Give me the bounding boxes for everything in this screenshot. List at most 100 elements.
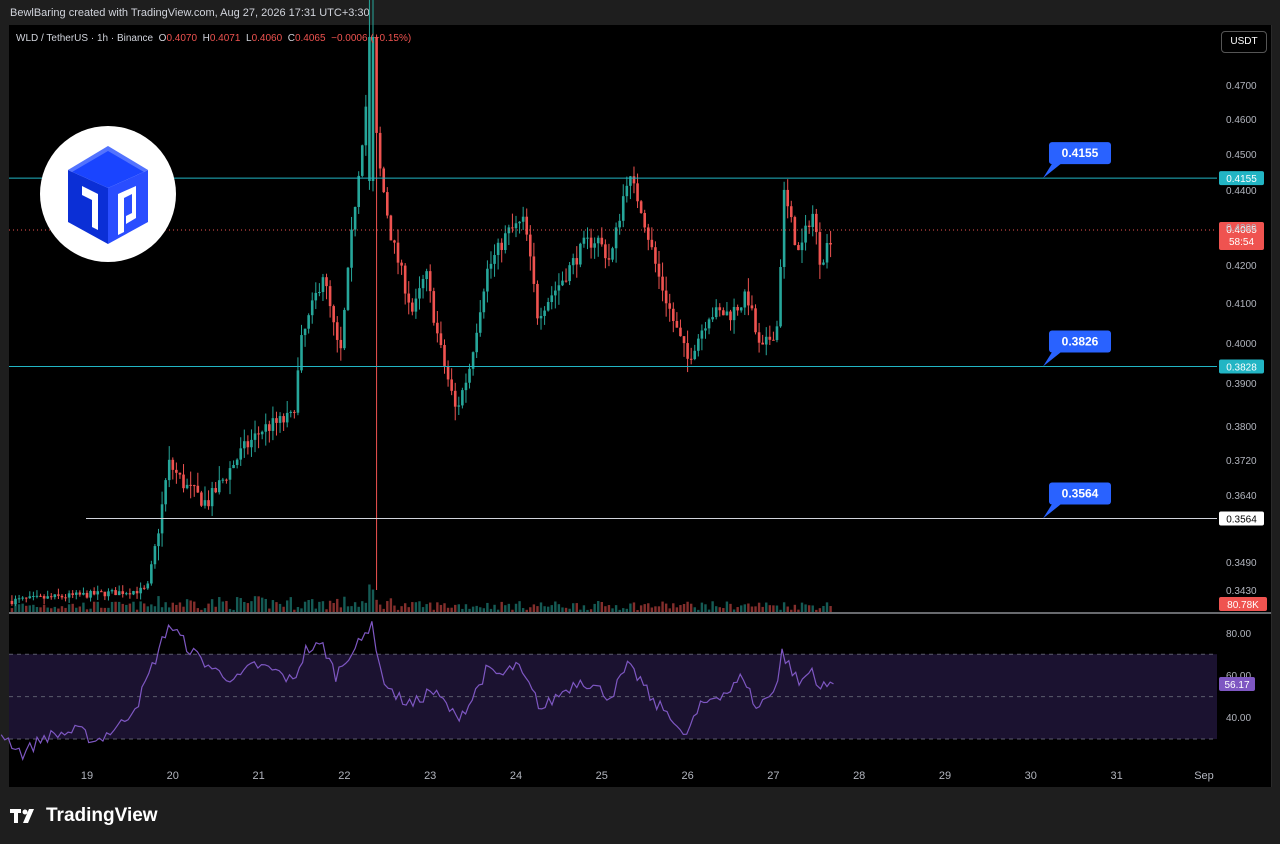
- time-tick-label: 22: [338, 770, 350, 782]
- candle-body: [328, 286, 332, 307]
- volume-bar: [311, 599, 314, 612]
- candle-body: [49, 596, 53, 598]
- currency-button[interactable]: USDT: [1221, 31, 1267, 53]
- candle-body: [718, 307, 722, 311]
- volume-bar: [486, 602, 489, 612]
- candle-body: [396, 242, 400, 263]
- volume-bar: [539, 602, 543, 612]
- price-callout[interactable]: 0.3564: [1043, 482, 1111, 519]
- volume-bar: [314, 608, 317, 612]
- volume-bar: [818, 608, 822, 612]
- candle-body: [611, 248, 614, 260]
- volume-bar: [39, 607, 42, 612]
- volume-bar: [286, 600, 289, 612]
- callout-pointer: [1043, 162, 1063, 179]
- price-tick-label: 0.4100: [1226, 299, 1257, 310]
- candle-body: [739, 307, 743, 311]
- price-callout[interactable]: 0.4155: [1043, 142, 1111, 179]
- candle-body: [775, 326, 779, 341]
- volume-bar: [271, 600, 275, 612]
- volume-bar: [554, 601, 557, 612]
- volume-bar: [704, 604, 707, 612]
- candle-body: [593, 243, 596, 248]
- candle-body: [386, 192, 389, 216]
- volume-bar: [121, 603, 124, 612]
- volume-bar: [150, 604, 153, 612]
- volume-bar: [164, 602, 167, 612]
- candle-body: [707, 319, 711, 329]
- volume-bar: [479, 607, 482, 612]
- candle-body: [714, 307, 718, 318]
- candle-body: [157, 533, 160, 547]
- volume-bar: [754, 606, 757, 612]
- volume-bar: [128, 603, 132, 612]
- volume-bar: [182, 606, 185, 612]
- price-tick-label: 0.4600: [1226, 115, 1257, 126]
- candle-body: [432, 291, 436, 323]
- candle-body: [829, 242, 832, 245]
- volume-bar: [661, 601, 664, 612]
- candle-body: [246, 441, 250, 448]
- time-tick-label: 25: [596, 770, 608, 782]
- candle-body: [60, 595, 64, 598]
- credit-text: BewlBaring created with TradingView.com,…: [10, 7, 370, 19]
- volume-bar: [782, 602, 786, 612]
- time-tick-label: 31: [1110, 770, 1122, 782]
- candle-body: [217, 480, 221, 493]
- volume-bar: [815, 609, 818, 612]
- chart-canvas[interactable]: 0.46090.46080.41550.41550.38260.38280.35…: [0, 0, 1280, 790]
- volume-bar: [353, 602, 357, 612]
- volume-bar: [546, 606, 550, 612]
- candle-body: [668, 303, 672, 309]
- volume-bar: [639, 605, 643, 612]
- price-tick-label: 0.3490: [1226, 558, 1257, 569]
- volume-bar: [622, 608, 625, 612]
- volume-bar: [564, 607, 568, 612]
- volume-bar: [454, 604, 457, 612]
- open-label: O: [158, 33, 167, 44]
- volume-bar: [300, 608, 303, 612]
- candle-body: [428, 271, 432, 292]
- candle-body: [503, 233, 507, 250]
- candle-body: [57, 594, 60, 596]
- candle-body: [357, 175, 360, 207]
- candle-body: [378, 132, 382, 169]
- volume-bar: [371, 589, 375, 612]
- time-tick-label: 27: [767, 770, 779, 782]
- volume-bar: [768, 605, 772, 612]
- candle-body: [797, 245, 800, 251]
- candle-body: [282, 416, 285, 423]
- candle-body: [85, 592, 89, 598]
- rsi-value-label: 56.17: [1224, 680, 1249, 691]
- price-callout[interactable]: 0.3826: [1043, 330, 1111, 367]
- candle-body: [800, 242, 804, 251]
- volume-bar: [740, 605, 743, 612]
- candle-body: [285, 412, 289, 423]
- time-tick-label: 28: [853, 770, 865, 782]
- candle-body: [496, 242, 500, 256]
- tradingview-logo[interactable]: TradingView: [10, 805, 158, 827]
- candle-body: [221, 479, 225, 481]
- candle-body: [543, 310, 546, 316]
- volume-tag-bg: [1219, 597, 1267, 611]
- rsi-value-bg: [1219, 677, 1255, 691]
- volume-bar: [604, 606, 607, 612]
- candle-body: [46, 596, 49, 599]
- volume-bar: [625, 608, 629, 612]
- price-scale[interactable]: [1217, 25, 1272, 787]
- candle-body: [293, 411, 296, 413]
- candle-body: [403, 265, 407, 294]
- candle-body: [243, 441, 246, 449]
- candle-body: [761, 342, 764, 345]
- current-price-bg: [1219, 221, 1264, 250]
- candle-body: [210, 488, 214, 507]
- candle-body: [128, 593, 132, 595]
- callout-box: [1049, 482, 1111, 505]
- volume-bar: [529, 607, 532, 612]
- scale-level-tag: 0.3828: [1219, 359, 1264, 374]
- volume-bar: [378, 604, 382, 612]
- candle-body: [596, 237, 600, 244]
- candle-body: [471, 352, 475, 369]
- volume-bar: [518, 601, 521, 612]
- volume-bar: [14, 603, 17, 612]
